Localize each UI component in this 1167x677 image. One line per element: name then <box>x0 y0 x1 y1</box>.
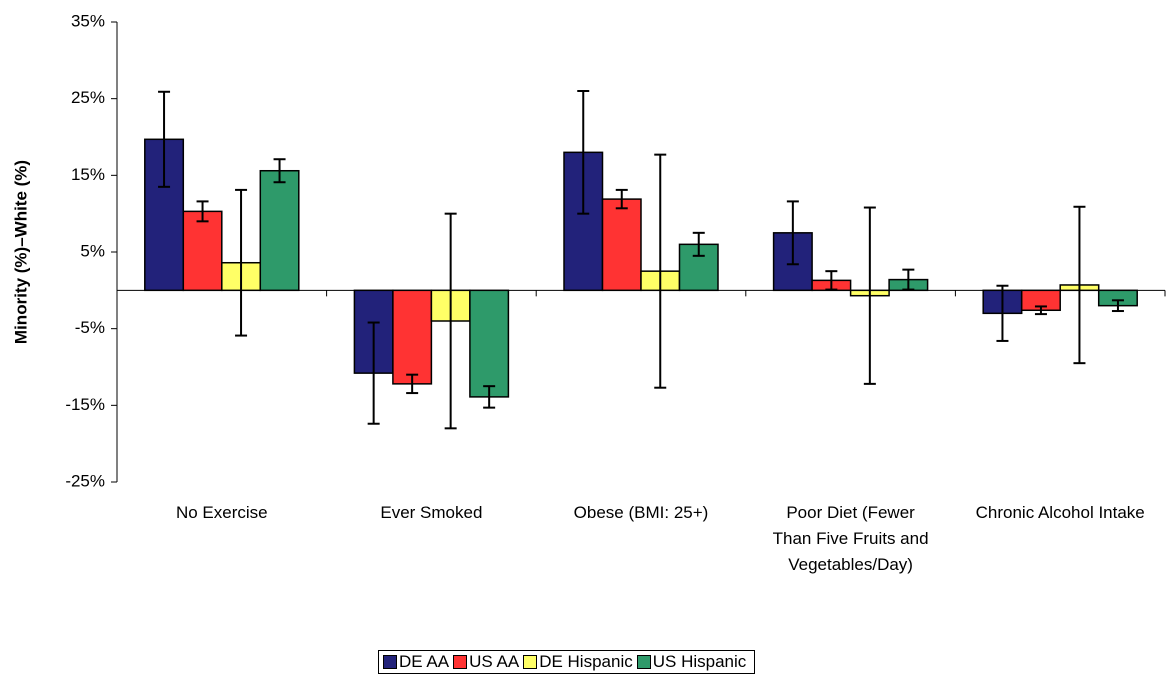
y-tick-label: 5% <box>80 241 105 260</box>
y-tick-label: 35% <box>71 11 105 30</box>
y-axis-label: Minority (%)–White (%) <box>11 160 30 344</box>
error-bar <box>1073 205 1086 365</box>
error-bar <box>235 188 248 337</box>
error-bar <box>367 321 380 425</box>
error-bar <box>1034 305 1047 316</box>
error-bar <box>902 268 915 291</box>
legend-item: DE Hispanic <box>523 652 633 672</box>
legend-swatch <box>636 655 651 669</box>
legend-item: DE AA <box>383 652 449 672</box>
legend-label: US AA <box>469 652 520 671</box>
bar <box>469 289 510 398</box>
legend-swatch <box>383 655 397 669</box>
y-tick-label: -25% <box>65 471 105 490</box>
x-tick-label: No Exercise <box>175 503 268 522</box>
error-bar <box>196 200 209 223</box>
error-bar <box>825 270 838 291</box>
legend-label: US Hispanic <box>652 652 747 671</box>
error-bar <box>996 284 1009 342</box>
error-bar <box>1111 299 1124 313</box>
y-tick-label: -5% <box>75 318 105 337</box>
y-tick-label: 15% <box>71 165 105 184</box>
error-bar <box>615 188 628 210</box>
bar <box>601 198 642 292</box>
x-tick-label: Ever Smoked <box>380 503 483 522</box>
y-tick-label: -15% <box>65 395 105 414</box>
legend-label: DE AA <box>399 652 450 671</box>
legend: DE AA US AA DE Hispanic US Hispanic <box>378 650 756 674</box>
bar <box>259 169 300 292</box>
error-bar <box>444 212 457 430</box>
error-bar <box>654 153 667 389</box>
legend-item: US Hispanic <box>636 652 747 672</box>
error-bar <box>273 158 286 184</box>
error-bar <box>786 200 799 266</box>
error-bar <box>863 206 876 385</box>
bar <box>392 289 433 385</box>
error-bar <box>406 373 419 395</box>
error-bar <box>483 385 496 409</box>
legend-swatch <box>523 655 538 669</box>
bar <box>182 210 223 292</box>
error-bar <box>158 90 171 188</box>
error-bar <box>577 90 590 215</box>
x-tick-label: Poor Diet (Fewer Than Five Fruits and Ve… <box>772 503 929 574</box>
legend-swatch <box>453 655 468 669</box>
error-bar <box>692 231 705 257</box>
x-tick-label: Obese (BMI: 25+) <box>573 503 709 522</box>
y-tick-label: 25% <box>71 88 105 107</box>
legend-label: DE Hispanic <box>539 652 633 671</box>
legend-item: US AA <box>453 652 519 672</box>
x-tick-label: Chronic Alcohol Intake <box>975 503 1145 522</box>
